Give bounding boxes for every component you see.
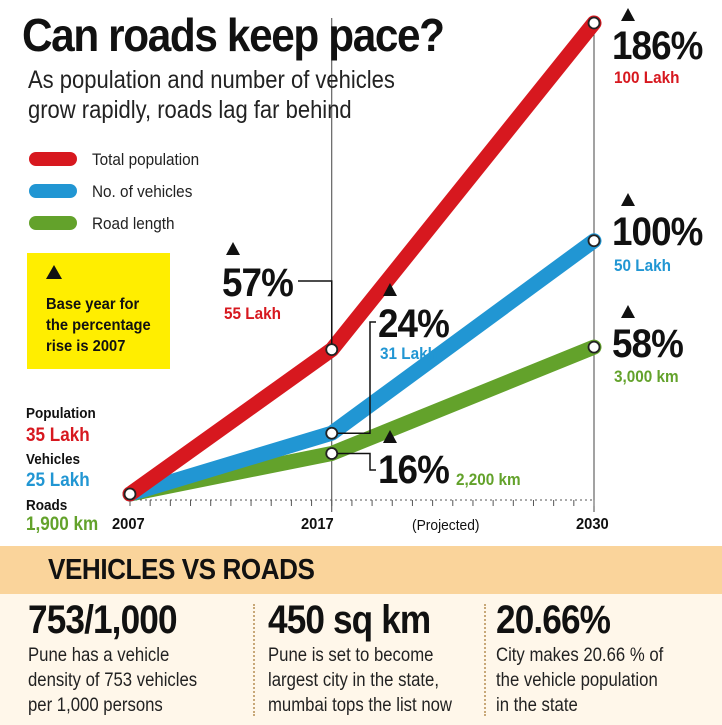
vehicles-2030-percent: 100% [612,210,703,254]
base-population-label: Population [26,405,96,422]
stat-vehicle-share-line-3: in the state [496,695,578,716]
triangle-up-icon [226,242,240,255]
stat-city-area-line-1: Pune is set to become [268,645,434,666]
x-tick-2007: 2007 [112,516,145,533]
triangle-up-icon [621,8,635,21]
vehicles-2030-value: 50 Lakh [614,256,671,275]
triangle-up-icon [621,193,635,206]
roads-2017-value: 2,200 km [456,470,521,489]
legend-label-population: Total population [92,150,200,169]
base-population-value: 35 Lakh [26,425,90,446]
population-2030-percent: 186% [612,24,703,68]
stat-vehicle-share-line-1: City makes 20.66 % of [496,645,664,666]
stat-divider [253,604,255,716]
stat-vehicle-share-value: 20.66% [496,598,611,642]
stat-vehicle-density-line-2: density of 753 vehicles [28,670,198,691]
leader-line-population-2017 [298,280,333,344]
vehicles-2017-value: 31 Lakh [380,344,437,363]
stat-city-area-line-2: largest city in the state, [268,670,440,691]
bottom-section-title: VEHICLES VS ROADS [48,554,315,586]
data-point-roads-2017 [325,447,339,460]
stat-city-area-value: 450 sq km [268,598,431,642]
stat-vehicle-density-value: 753/1,000 [28,598,178,642]
leader-line-vehicles-2017 [337,321,376,434]
bottom-section-header-bar [0,546,722,594]
x-tick-projected: (Projected) [412,517,480,534]
subtitle-line-2: grow rapidly, roads lag far behind [28,96,352,124]
stat-vehicle-density-line-1: Pune has a vehicle [28,645,170,666]
triangle-up-icon [383,283,397,296]
leader-line-roads-2017 [337,452,376,471]
data-point-vehicles-2030 [587,234,601,248]
roads-2030-percent: 58% [612,322,684,366]
annotation-markers [226,8,635,471]
population-2017-value: 55 Lakh [224,304,281,323]
base-year-note: Base year for the percentage rise is 200… [27,253,170,369]
triangle-up-icon [46,265,62,279]
stat-vehicle-density-line-3: per 1,000 persons [28,695,163,716]
x-tick-2017: 2017 [301,516,334,533]
stat-vehicle-share-line-2: the vehicle population [496,670,658,691]
triangle-up-icon [621,305,635,318]
legend-label-vehicles: No. of vehicles [92,182,193,201]
line-chart [29,8,635,512]
base-roads-label: Roads [26,497,68,514]
legend-label-roads: Road length [92,214,175,233]
population-2017-percent: 57% [222,261,294,305]
legend-swatches [29,152,77,230]
base-roads-value: 1,900 km [26,514,99,535]
population-2030-value: 100 Lakh [614,68,680,87]
stat-divider [484,604,486,716]
data-point-vehicles-2017 [325,426,339,440]
triangle-up-icon [383,430,397,443]
subtitle-line-1: As population and number of vehicles [28,66,395,94]
roads-2017-percent: 16% [378,448,450,492]
data-point-roads-2030 [587,340,601,354]
data-point-population-2007 [123,487,137,501]
vehicles-2017-percent: 24% [378,302,450,346]
stat-city-area-line-3: mumbai tops the list now [268,695,453,716]
data-point-population-2017 [325,343,339,357]
base-vehicles-value: 25 Lakh [26,470,90,491]
note-text: Base year for the percentage rise is 200… [46,296,151,355]
roads-2030-value: 3,000 km [614,367,679,386]
data-point-population-2030 [587,16,601,30]
page-title: Can roads keep pace? [22,9,445,61]
x-tick-2030: 2030 [576,516,609,533]
base-vehicles-label: Vehicles [26,451,81,468]
chart-points [123,16,601,501]
